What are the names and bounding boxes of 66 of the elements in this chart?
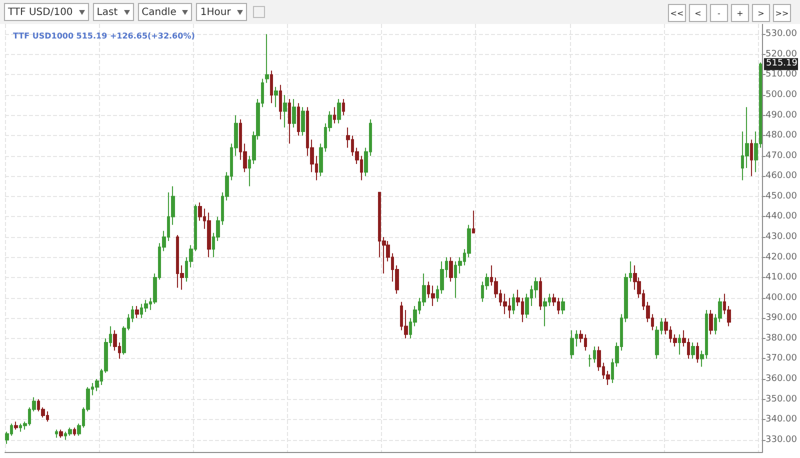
- y-tick-label: 500.00: [766, 90, 798, 100]
- y-tick-label: 530.00: [766, 29, 798, 40]
- y-tick-label: 400.00: [766, 292, 798, 303]
- candlestick: [301, 106, 305, 136]
- y-tick-label: 450.00: [766, 191, 798, 202]
- text: TTF USD1000 515.19 +126.65(+32.60%): [13, 32, 195, 40]
- text: Candle: [140, 6, 178, 18]
- candlestick: [431, 285, 435, 306]
- y-tick-label: 440.00: [766, 212, 798, 222]
- candlestick: [207, 212, 211, 258]
- y-tick-label: 470.00: [766, 150, 798, 161]
- candlestick: [696, 342, 699, 364]
- text: 1Hour: [199, 6, 232, 18]
- text: >>: [773, 4, 791, 22]
- text: Last: [96, 6, 119, 18]
- y-tick-label: 480.00: [766, 130, 798, 141]
- candlestick: [59, 429, 63, 438]
- candlestick: [270, 70, 273, 104]
- candlestick: [292, 98, 296, 128]
- y-tick-label: 490.00: [766, 110, 798, 120]
- y-tick-label: 330.00: [766, 434, 798, 445]
- candlestick: [297, 102, 300, 136]
- candlestick: [283, 94, 287, 128]
- candlestick: [678, 334, 681, 356]
- y-tick-label: 370.00: [766, 354, 798, 364]
- y-tick-label: 430.00: [766, 232, 798, 242]
- text: >: [752, 4, 770, 22]
- candlestick: [342, 98, 345, 116]
- candlestick: [279, 84, 282, 120]
- candlestick: [274, 86, 278, 108]
- text: <<: [668, 4, 686, 22]
- y-tick-label: 380.00: [766, 333, 798, 344]
- candlestick: [265, 34, 269, 84]
- candlestick: [472, 210, 475, 234]
- candlestick: [503, 293, 507, 315]
- y-tick-label: 410.00: [766, 272, 798, 283]
- candlestick: [55, 429, 58, 438]
- y-tick-label: 460.00: [766, 171, 798, 182]
- candlestick: [73, 427, 76, 436]
- text: -: [710, 4, 728, 22]
- candlestick: [333, 106, 336, 124]
- candlestick: [709, 310, 713, 335]
- candlestick: [543, 297, 547, 327]
- candlestick: [750, 139, 753, 177]
- text: <: [689, 4, 707, 22]
- y-tick-label: 350.00: [766, 394, 798, 404]
- candlestick: [135, 305, 139, 319]
- y-tick-label: 390.00: [766, 313, 798, 324]
- y-tick-label: 510.00: [766, 70, 798, 80]
- y-tick-label: 520.00: [766, 49, 798, 60]
- annotation: 515.19: [766, 58, 798, 69]
- candlestick: [337, 98, 341, 124]
- candlestick: [449, 256, 453, 282]
- candlestick: [14, 421, 18, 430]
- candlestick: [539, 277, 542, 311]
- candlestick: [691, 342, 695, 360]
- candlestick: [561, 297, 565, 315]
- candlestick: [570, 330, 574, 360]
- y-tick-label: 340.00: [766, 414, 798, 425]
- text: +: [731, 4, 749, 22]
- candlestick: [288, 98, 291, 144]
- y-tick-label: 420.00: [766, 252, 798, 262]
- candlestick: [68, 427, 72, 436]
- y-tick-label: 360.00: [766, 374, 798, 384]
- text: TTF USD/100: [7, 6, 74, 18]
- candlestick: [512, 293, 515, 315]
